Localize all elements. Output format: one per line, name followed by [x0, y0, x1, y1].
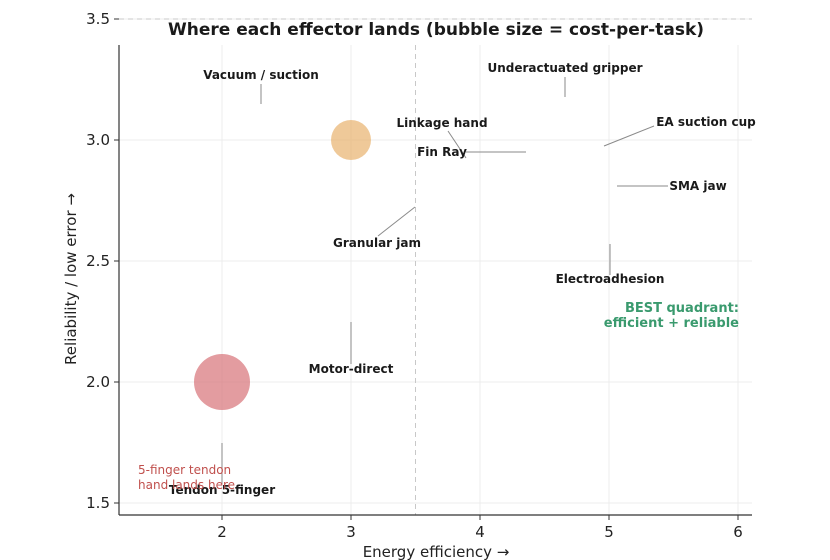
x-tick-label: 4	[475, 523, 485, 541]
tendon-hand-note: hand lands here	[138, 478, 235, 492]
x-axis-title: Energy efficiency →	[363, 543, 510, 560]
bubble-label: Fin Ray	[417, 145, 467, 159]
bubble-label: SMA jaw	[669, 179, 726, 193]
label-leader-line	[447, 130, 467, 159]
y-tick-label: 1.5	[86, 494, 110, 512]
bubble-label: Electroadhesion	[556, 272, 665, 286]
bubble-motor-direct	[331, 120, 371, 160]
tendon-hand-note: 5-finger tendon	[138, 463, 231, 477]
chart-title: Where each effector lands (bubble size =…	[168, 20, 704, 40]
bubble-label: Vacuum / suction	[203, 68, 319, 82]
bubble-tendon-5-finger	[194, 354, 250, 410]
bubble-label: Underactuated gripper	[487, 61, 642, 75]
best-quadrant-note: BEST quadrant:	[625, 301, 739, 316]
x-tick-label: 6	[733, 523, 743, 541]
x-tick-label: 5	[604, 523, 614, 541]
y-tick-label: 2.5	[86, 252, 110, 270]
bubble-label: Tendon 5-finger	[169, 483, 275, 497]
bubble-layer	[194, 120, 371, 410]
best-quadrant-note: efficient + reliable	[604, 316, 739, 331]
y-axis-title: Reliability / low error →	[62, 193, 80, 365]
label-layer: Vacuum / suction Underactuated gripper Lin…	[138, 61, 756, 497]
bubble-label: Granular jam	[333, 236, 421, 250]
y-tick-label: 2.0	[86, 373, 110, 391]
x-tick-label: 2	[217, 523, 227, 541]
label-leader-line	[603, 125, 655, 147]
bubble-label: EA suction cup	[656, 115, 756, 129]
y-tick-label: 3.0	[86, 131, 110, 149]
x-tick-label: 3	[346, 523, 356, 541]
bubble-label: Linkage hand	[396, 116, 487, 130]
y-tick-label: 3.5	[86, 10, 110, 28]
bubble-label: Motor-direct	[309, 362, 394, 376]
label-leader-line	[377, 206, 416, 237]
